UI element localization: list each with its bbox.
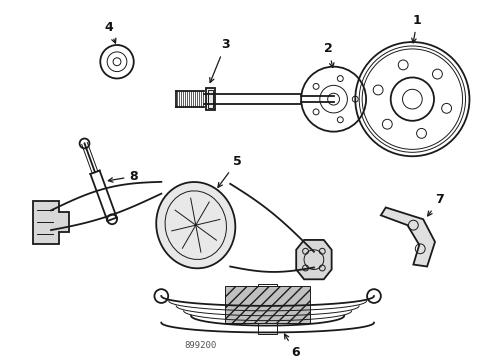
Bar [208, 90, 214, 108]
Bar [258, 284, 277, 334]
Text: 5: 5 [218, 155, 242, 187]
Text: 7: 7 [428, 193, 444, 216]
Text: 3: 3 [210, 39, 230, 82]
Text: 899200: 899200 [185, 341, 217, 350]
Text: 1: 1 [412, 14, 422, 43]
Bar [225, 286, 310, 323]
Polygon shape [33, 201, 69, 244]
Text: 4: 4 [105, 21, 116, 43]
Bar [206, 88, 216, 110]
Text: 2: 2 [324, 42, 334, 68]
Polygon shape [296, 240, 332, 279]
Ellipse shape [156, 182, 235, 268]
Polygon shape [381, 207, 435, 266]
Text: 6: 6 [285, 334, 299, 359]
Text: 8: 8 [108, 170, 138, 183]
